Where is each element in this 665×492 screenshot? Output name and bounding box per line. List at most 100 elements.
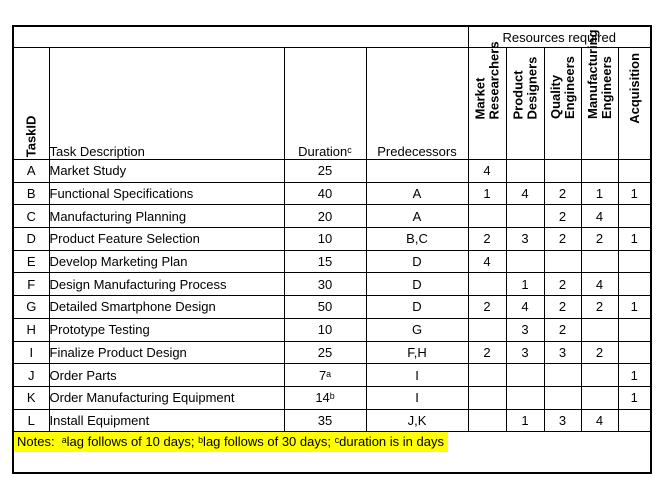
task-resource-table: Resources required TaskID Task Descripti…: [12, 25, 653, 475]
resource-value-cell: [467, 272, 507, 297]
resource-value-cell: 1: [505, 272, 545, 297]
table-row: E Develop Marketing Plan 15 D 4: [12, 249, 652, 274]
table-row: K Order Manufacturing Equipment 14ᵇ I 1: [12, 385, 652, 410]
predecessors-cell: D: [365, 272, 469, 297]
resource-value-cell: [580, 249, 619, 274]
task-id-cell: B: [12, 181, 50, 206]
task-description-cell: Prototype Testing: [48, 317, 285, 342]
resource-value-cell: 4: [467, 159, 507, 183]
task-id-column-label: TaskID: [23, 115, 39, 158]
task-id-cell: I: [12, 340, 50, 365]
predecessors-cell: G: [365, 317, 469, 342]
table-row: I Finalize Product Design 25 F,H 2 3 3 2: [12, 340, 652, 365]
task-description-cell: Install Equipment: [48, 408, 285, 433]
resource-value-cell: [580, 363, 619, 387]
task-description-column-header: Task Description: [48, 47, 285, 160]
task-description-cell: Product Feature Selection: [48, 227, 285, 251]
task-description-cell: Design Manufacturing Process: [48, 272, 285, 297]
resource-value-cell: 4: [505, 181, 545, 206]
resource-value-cell: [505, 159, 545, 183]
table-row: L Install Equipment 35 J,K 1 3 4: [12, 408, 652, 433]
duration-cell: 14ᵇ: [283, 385, 367, 410]
resource-value-cell: 2: [580, 340, 619, 365]
resource-value-cell: [617, 272, 652, 297]
task-description-cell: Detailed Smartphone Design: [48, 295, 285, 319]
resource-value-cell: 2: [543, 227, 582, 251]
task-id-cell: K: [12, 385, 50, 410]
resource-value-cell: 4: [505, 295, 545, 319]
top-empty-cell: [12, 25, 469, 48]
task-id-cell: G: [12, 295, 50, 319]
predecessors-cell: I: [365, 363, 469, 387]
resource-value-cell: 4: [580, 272, 619, 297]
quality-engineers-column-label: Quality Engineers: [547, 56, 577, 119]
resource-value-cell: [580, 385, 619, 410]
resource-value-cell: [505, 249, 545, 274]
table-row: J Order Parts 7ᵃ I 1: [12, 363, 652, 387]
duration-cell: 7ᵃ: [283, 363, 367, 387]
predecessors-cell: D: [365, 295, 469, 319]
resource-value-cell: 2: [543, 181, 582, 206]
resource-value-cell: [467, 408, 507, 433]
acquisition-column-header: Acquisition: [617, 47, 652, 160]
resource-value-cell: 1: [580, 181, 619, 206]
column-header-row: TaskID Task Description Durationᶜ Predec…: [12, 29, 652, 160]
duration-cell: 20: [283, 204, 367, 229]
task-id-cell: F: [12, 272, 50, 297]
resource-value-cell: 1: [617, 295, 652, 319]
task-id-cell: D: [12, 227, 50, 251]
duration-cell: 30: [283, 272, 367, 297]
resource-value-cell: 4: [467, 249, 507, 274]
task-id-column-header: TaskID: [12, 47, 50, 160]
predecessors-cell: F,H: [365, 340, 469, 365]
table-row: C Manufacturing Planning 20 A 2 4: [12, 204, 652, 229]
task-id-cell: C: [12, 204, 50, 229]
task-id-cell: A: [12, 159, 50, 183]
resource-value-cell: [543, 249, 582, 274]
resource-value-cell: 1: [505, 408, 545, 433]
product-designers-column-header: Product Designers: [505, 47, 545, 160]
resource-value-cell: 4: [580, 204, 619, 229]
task-description-cell: Develop Marketing Plan: [48, 249, 285, 274]
quality-engineers-column-header: Quality Engineers: [543, 47, 582, 160]
resource-value-cell: [580, 159, 619, 183]
product-designers-column-label: Product Designers: [510, 56, 539, 120]
resource-value-cell: 2: [543, 204, 582, 229]
duration-cell: 40: [283, 181, 367, 206]
resource-value-cell: [580, 317, 619, 342]
resource-value-cell: [505, 363, 545, 387]
table-row: F Design Manufacturing Process 30 D 1 2 4: [12, 272, 652, 297]
task-description-cell: Order Parts: [48, 363, 285, 387]
task-description-cell: Finalize Product Design: [48, 340, 285, 365]
resource-value-cell: [467, 363, 507, 387]
predecessors-cell: A: [365, 204, 469, 229]
resource-value-cell: [505, 385, 545, 410]
resource-value-cell: [505, 204, 545, 229]
notes-text: Notes: ᵃlag follows of 10 days; ᵇlag fol…: [14, 432, 448, 453]
resource-value-cell: [617, 204, 652, 229]
notes-row: Notes: ᵃlag follows of 10 days; ᵇlag fol…: [12, 431, 652, 474]
resource-value-cell: [467, 385, 507, 410]
predecessors-cell: D: [365, 249, 469, 274]
resource-value-cell: [617, 408, 652, 433]
table-row: A Market Study 25 4: [12, 159, 652, 183]
resource-value-cell: 2: [543, 272, 582, 297]
resource-value-cell: [467, 317, 507, 342]
duration-cell: 25: [283, 159, 367, 183]
task-id-cell: J: [12, 363, 50, 387]
resource-value-cell: 1: [467, 181, 507, 206]
resource-value-cell: [617, 317, 652, 342]
duration-cell: 15: [283, 249, 367, 274]
predecessors-cell: J,K: [365, 408, 469, 433]
resource-value-cell: 2: [580, 295, 619, 319]
resource-value-cell: [543, 159, 582, 183]
table-row: H Prototype Testing 10 G 3 2: [12, 317, 652, 342]
resource-value-cell: 2: [543, 317, 582, 342]
predecessors-column-header: Predecessors: [365, 47, 469, 160]
manufacturing-engineers-column-header: Manufacturing Engineers: [580, 29, 619, 160]
task-id-cell: E: [12, 249, 50, 274]
resource-value-cell: 3: [505, 317, 545, 342]
duration-cell: 50: [283, 295, 367, 319]
resource-value-cell: 1: [617, 385, 652, 410]
